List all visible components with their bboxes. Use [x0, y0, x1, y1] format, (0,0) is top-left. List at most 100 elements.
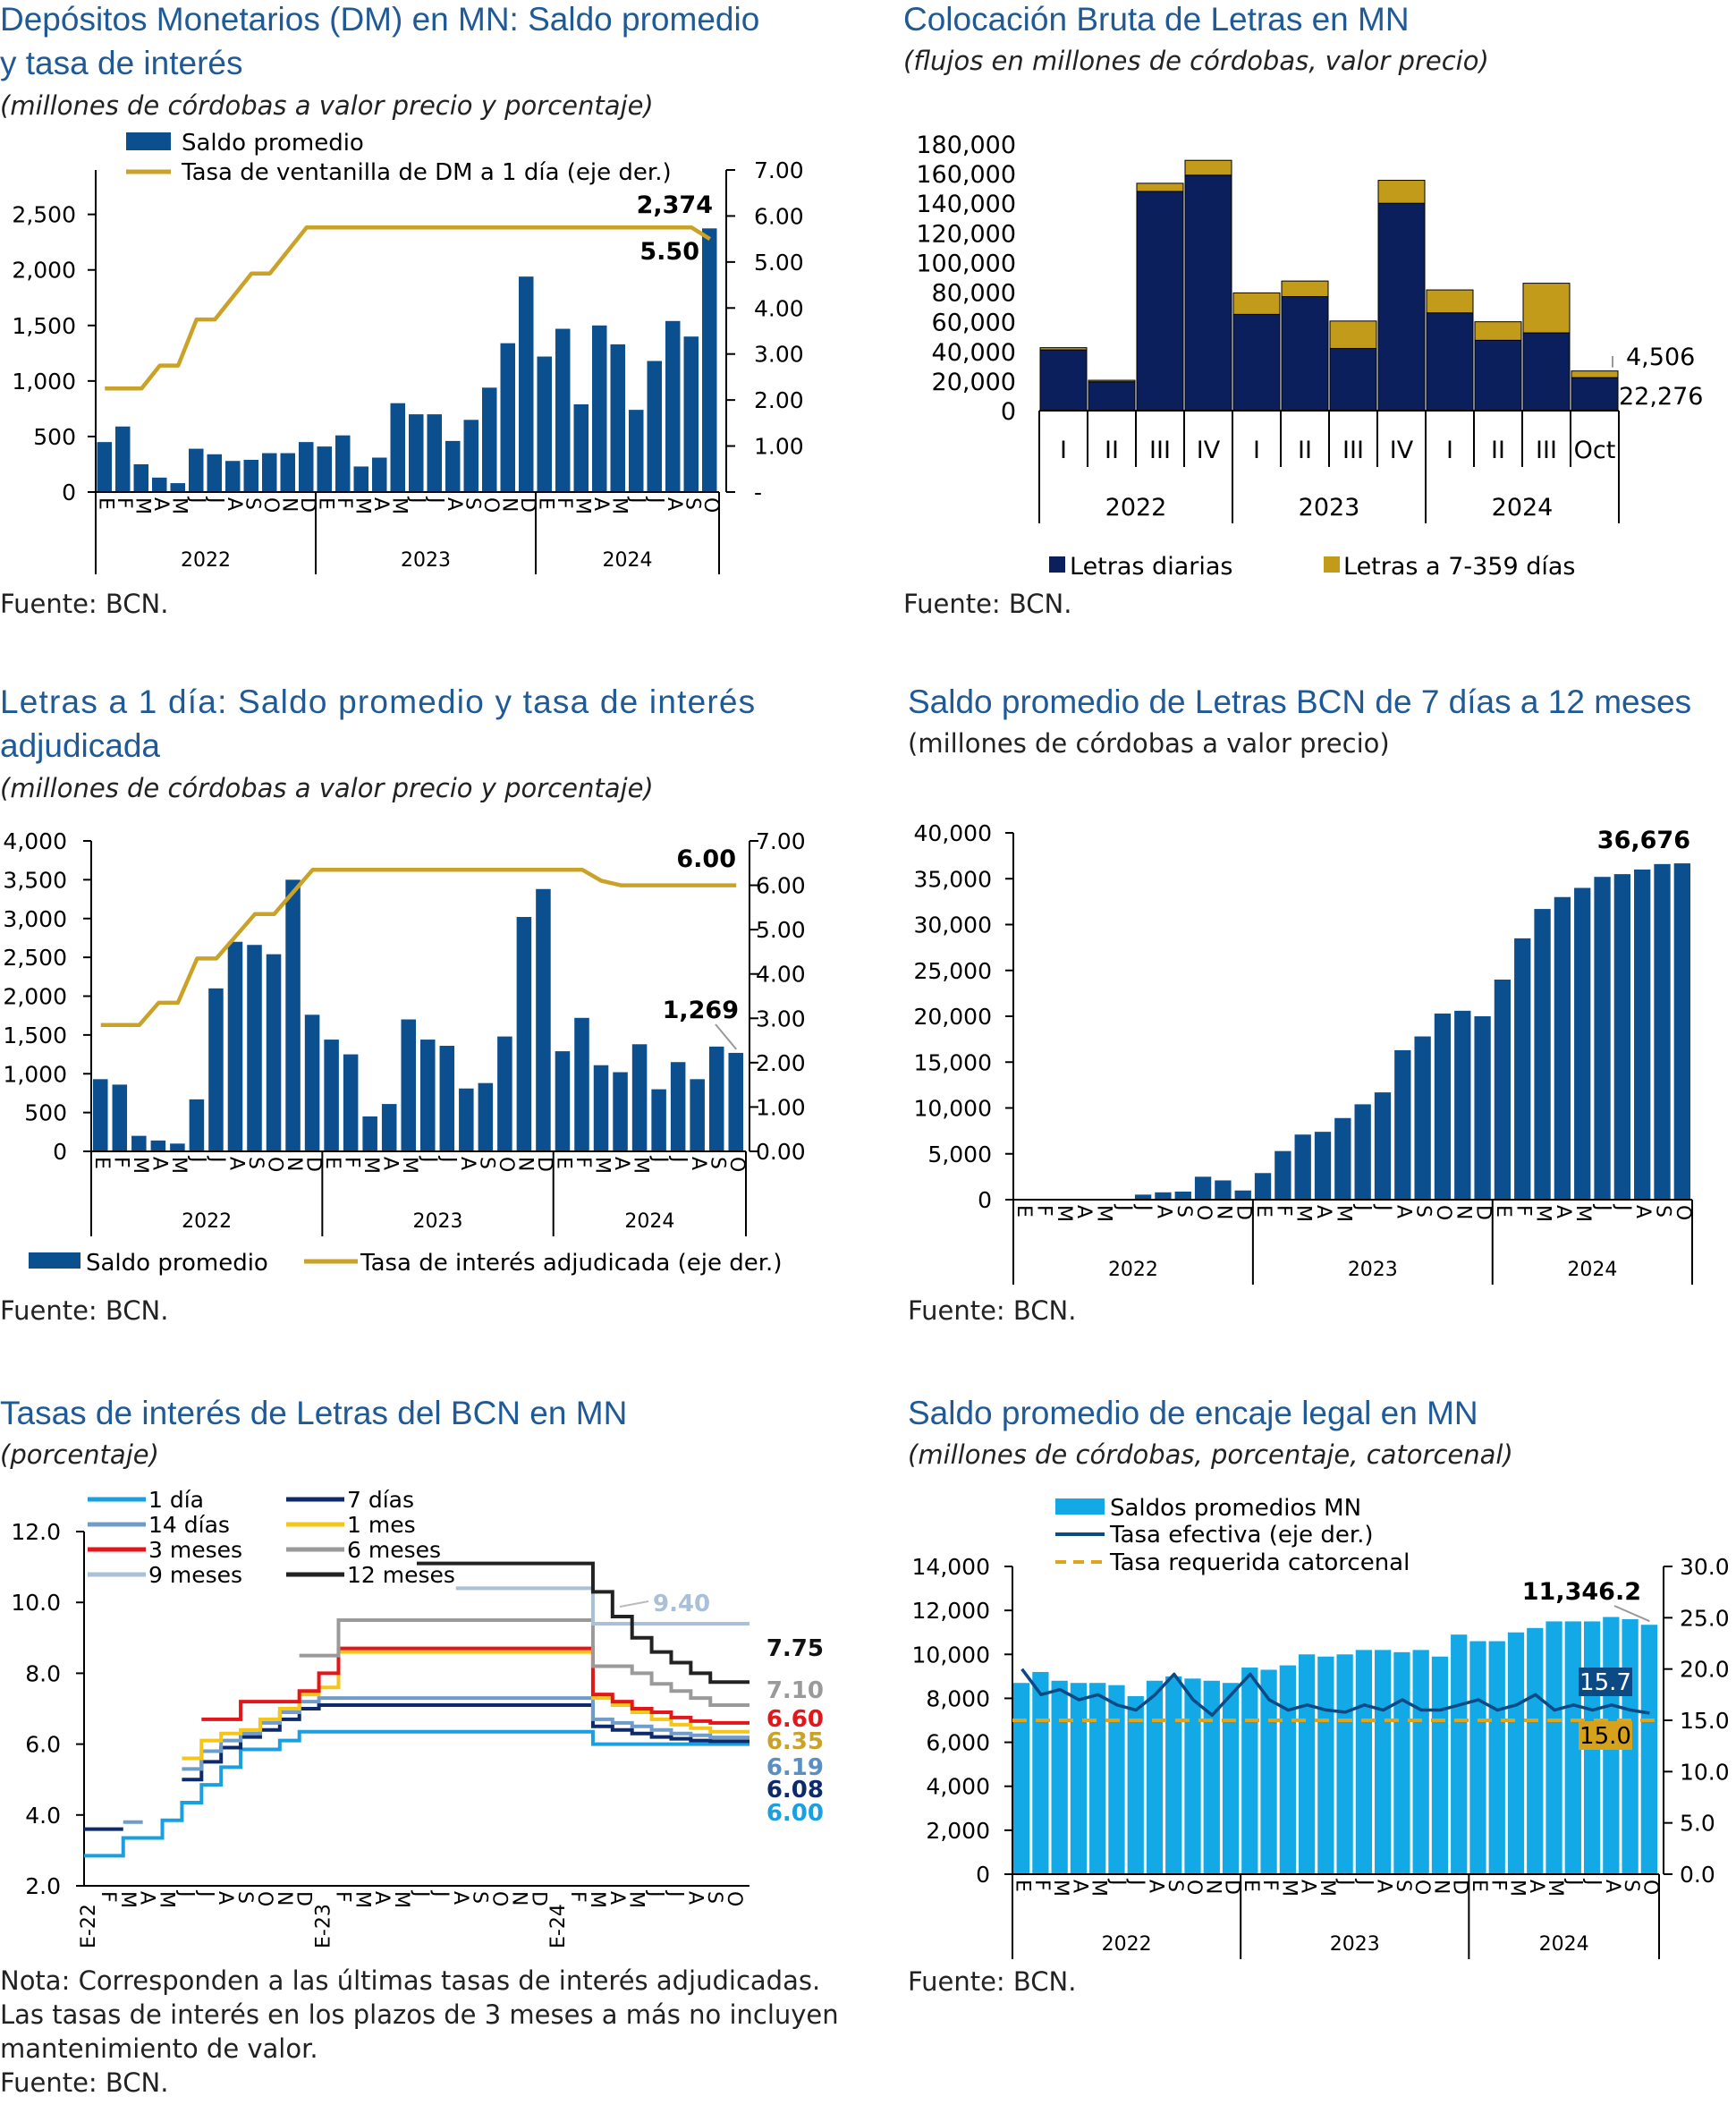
tasas-letras-chart: 2.04.06.08.010.012.0E-22FMAMJJASONDE-23F…: [11, 1487, 824, 1948]
x-tick-label: A: [223, 497, 245, 511]
y-tick-label: 4,000: [3, 828, 67, 854]
bar-saldo: [500, 343, 515, 492]
source-note: Fuente: BCN.: [0, 1295, 169, 1326]
x-tick-label: S: [244, 1157, 267, 1169]
bar-saldo: [390, 403, 405, 492]
chart-panel-encaje: Saldo promedio de encaje legal en MN (mi…: [908, 1391, 1736, 2105]
y-tick-label: 12,000: [912, 1598, 990, 1624]
x-tick-label: I: [1060, 437, 1067, 464]
bar-saldo-encaje: [1127, 1695, 1144, 1874]
x-tick-label: F: [109, 1157, 131, 1168]
y-tick-label: 2.0: [25, 1873, 61, 1899]
y2-tick-label: 10.0: [1680, 1759, 1730, 1785]
year-label: 2023: [401, 549, 451, 572]
x-tick-label: M: [1053, 1205, 1075, 1222]
bar-saldo-encaje: [1451, 1634, 1468, 1874]
x-tick-label: J: [1106, 1878, 1129, 1886]
x-tick-label: E: [552, 1157, 574, 1169]
source-note: Fuente: BCN.: [908, 1966, 1077, 1997]
x-tick-label: M: [390, 1891, 412, 1908]
bar-saldo-encaje: [1108, 1685, 1125, 1874]
y2-tick-label: 2.00: [754, 387, 804, 413]
x-tick-label: O: [1192, 1205, 1215, 1220]
bar-saldo-encaje: [1070, 1683, 1088, 1874]
x-tick-label: D: [1221, 1880, 1243, 1895]
bar-letras-7-359: [1232, 292, 1281, 315]
x-tick-label: M: [156, 1891, 178, 1908]
bar-saldo: [665, 320, 681, 492]
line-7-días: [84, 1703, 749, 1831]
y2-tick-label: 0.0: [1680, 1862, 1715, 1888]
legend-label: 9 meses: [148, 1562, 242, 1588]
legend-swatch-saldo: [1055, 1498, 1105, 1515]
y2-tick-label: 15.0: [1680, 1708, 1730, 1734]
letras-7d12m-chart: 0 5,000 10,000 15,000 20,000 25,000 30,000 35,0…: [914, 820, 1694, 1285]
bar-saldo: [362, 1116, 377, 1151]
x-tick-label: A: [214, 1891, 236, 1905]
bar-letras-7-359: [1088, 379, 1136, 383]
legend-swatch-saldo: [29, 1252, 80, 1269]
letras-1dia-chart: 0 500 1,000 1,500 2,000 2,500 3,000 3,500 4,000 0…: [3, 828, 806, 1277]
bar-saldo: [573, 403, 589, 492]
chart-panel-letras-1dia: Letras a 1 día: Saldo promedio y tasa de…: [0, 680, 832, 1342]
x-tick-label: I: [1253, 437, 1260, 464]
chart-title: Colocación Bruta de Letras en MN: [903, 1, 1410, 38]
x-tick-label: S: [1164, 1880, 1186, 1892]
bar-saldo: [1414, 1036, 1431, 1200]
x-tick-label: O: [259, 497, 282, 513]
x-tick-label: J: [436, 1155, 459, 1163]
x-tick-label: J: [1582, 1878, 1605, 1886]
x-tick-label: F: [1272, 1205, 1294, 1217]
bar-saldo: [1215, 1180, 1232, 1200]
y2-tick-label: 0.00: [756, 1139, 806, 1165]
x-tick-label: F: [572, 1157, 594, 1168]
bar-letras-7-359: [1522, 283, 1571, 334]
x-tick-label: M: [167, 497, 190, 514]
x-tick-label: M: [398, 1157, 420, 1174]
y-tick-label: 1,500: [12, 313, 76, 339]
x-tick-label: S: [241, 497, 263, 510]
year-label: 2023: [1330, 1933, 1380, 1956]
bar-saldo: [1554, 896, 1571, 1200]
year-label: 2022: [1102, 1933, 1152, 1956]
bar-letras-diarias: [1426, 312, 1474, 412]
bar-saldo-encaje: [1469, 1641, 1486, 1874]
chart-panel-tasas-letras: Tasas de interés de Letras del BCN en MN…: [0, 1391, 839, 2105]
x-tick-label: N: [513, 1157, 536, 1171]
bar-saldo: [1294, 1134, 1311, 1200]
chart-title: Letras a 1 día: Saldo promedio y tasa de…: [0, 683, 757, 764]
chart-panel-dm: Depósitos Monetarios (DM) en MN: Saldo p…: [0, 0, 832, 626]
y-tick-label: 35,000: [914, 866, 992, 892]
x-tick-label: A: [1552, 1205, 1574, 1218]
bar-saldo: [592, 325, 607, 492]
bar-saldo: [728, 1052, 743, 1151]
y2-tick-label: 1.00: [756, 1094, 806, 1120]
x-tick-label: J: [1125, 1878, 1147, 1886]
bar-letras-7-359: [1184, 159, 1232, 176]
y-tick-label: 0: [53, 1139, 67, 1165]
bar-saldo: [133, 463, 148, 492]
x-tick-label: J: [1592, 1203, 1614, 1211]
bar-saldo-encaje: [1488, 1641, 1505, 1874]
bar-saldo: [574, 1017, 589, 1151]
bar-saldo: [478, 1082, 494, 1151]
bar-saldo-encaje: [1222, 1683, 1240, 1874]
y-tick-label: 10,000: [912, 1642, 990, 1668]
x-tick-label: J: [1372, 1203, 1394, 1211]
x-tick-label: J: [1352, 1203, 1375, 1211]
y2-tick-label: 5.00: [756, 917, 806, 943]
badge-bg: [1579, 1668, 1632, 1696]
legend-label: Tasa efectiva (eje der.): [1109, 1522, 1374, 1549]
x-tick-label: F: [1486, 1880, 1509, 1891]
x-tick-label: A: [683, 1891, 706, 1905]
data-label: 6.00: [676, 845, 736, 873]
bar-saldo: [1194, 1176, 1212, 1200]
bar-saldo: [1374, 1092, 1392, 1200]
bar-saldo: [1574, 887, 1591, 1200]
bar-saldo-encaje: [1640, 1625, 1657, 1874]
y2-tick-label: 5.00: [754, 250, 804, 276]
line-12-meses: [417, 1561, 749, 1685]
bar-saldo: [593, 1065, 609, 1151]
badge-bg: [1579, 1721, 1632, 1750]
bar-saldo-encaje: [1336, 1654, 1353, 1874]
